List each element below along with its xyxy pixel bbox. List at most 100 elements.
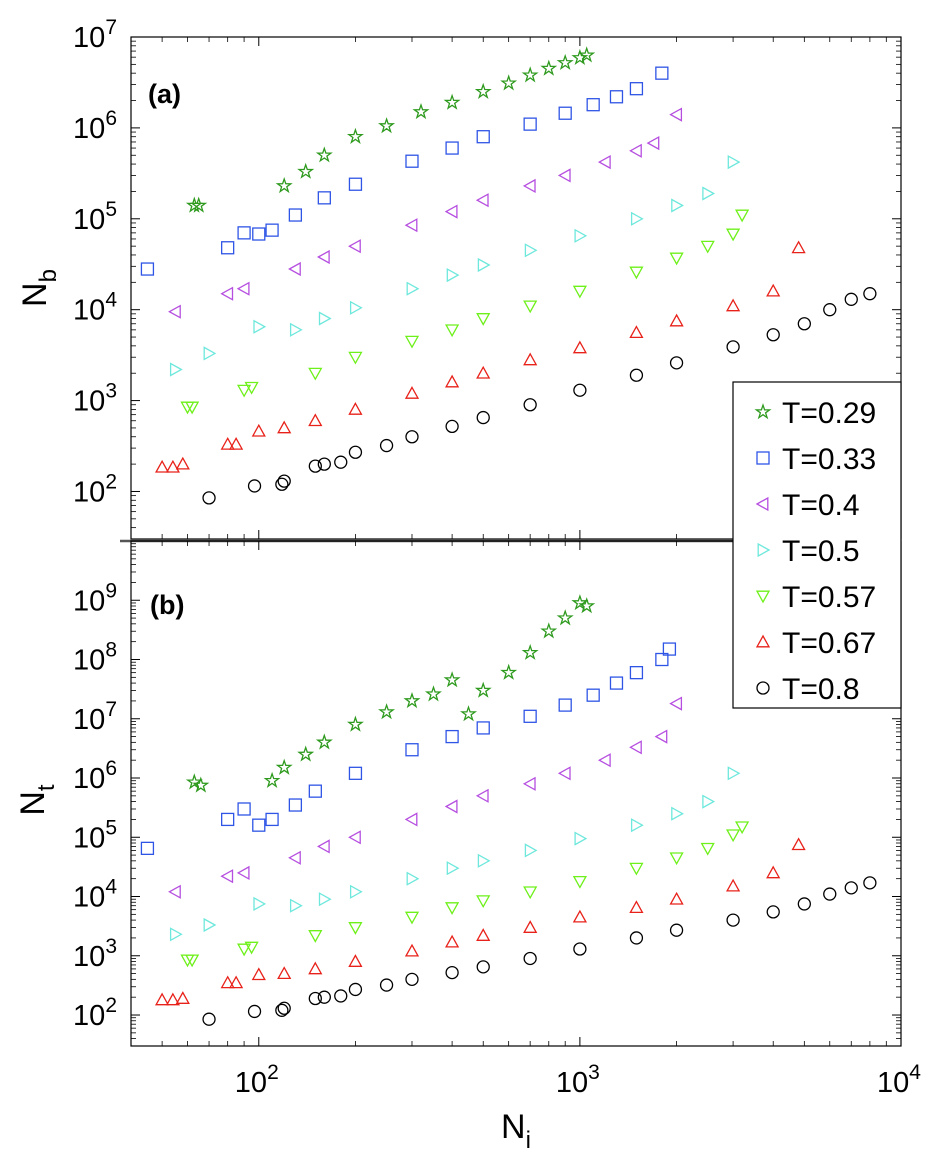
data-point-t-0-33 — [221, 812, 235, 827]
data-point-t-0-8 — [445, 419, 459, 434]
data-point-t-0-8 — [573, 942, 587, 956]
data-point-t-0-29 — [556, 609, 574, 626]
data-point-t-0-5 — [702, 186, 716, 201]
data-point-t-0-57 — [348, 351, 363, 365]
legend-marker-t-0-57 — [755, 590, 771, 604]
data-point-t-0-8 — [863, 876, 877, 890]
data-point-t-0-5 — [169, 927, 183, 942]
data-point-t-0-4 — [444, 799, 458, 814]
data-point-t-0-67 — [791, 837, 806, 851]
y-tick-label: 105 — [73, 816, 117, 854]
data-point-t-0-67 — [175, 456, 190, 470]
data-point-t-0-5 — [203, 346, 217, 361]
data-point-t-0-33 — [237, 802, 251, 816]
data-point-t-0-67 — [251, 423, 266, 437]
data-point-t-0-8 — [405, 430, 419, 444]
data-point-t-0-8 — [629, 931, 644, 945]
data-point-t-0-33 — [221, 241, 235, 255]
legend-label-t-0-33: T=0.33 — [782, 443, 876, 476]
data-point-t-0-29 — [412, 102, 430, 120]
panel-a-frame — [130, 36, 902, 540]
data-point-t-0-29 — [443, 93, 461, 110]
data-point-t-0-67 — [476, 365, 491, 379]
data-point-t-0-8 — [573, 383, 587, 397]
data-point-t-0-5 — [203, 917, 217, 933]
data-point-t-0-67 — [154, 459, 170, 473]
panel-a-label: (a) — [148, 79, 181, 109]
panel-a-markers — [140, 46, 877, 505]
data-point-t-0-33 — [523, 709, 537, 723]
data-point-t-0-8 — [523, 398, 537, 412]
data-point-t-0-29 — [443, 671, 461, 688]
data-point-t-0-29 — [185, 773, 203, 790]
data-point-t-0-67 — [669, 891, 684, 905]
data-point-t-0-5 — [446, 267, 460, 283]
data-point-t-0-5 — [630, 818, 644, 833]
data-point-t-0-67 — [220, 436, 235, 450]
data-point-t-0-57 — [725, 228, 741, 242]
x-tick-label: 103 — [556, 1061, 600, 1099]
data-point-t-0-67 — [175, 991, 190, 1004]
data-point-t-0-4 — [404, 218, 418, 233]
data-point-t-0-8 — [202, 1012, 216, 1026]
data-point-t-0-8 — [317, 457, 331, 471]
data-point-t-0-5 — [727, 154, 741, 170]
panel-b: 102 103 104 105 106 107 108 109 102 103 104 (b) N… — [14, 540, 921, 1154]
data-point-t-0-29 — [424, 685, 442, 702]
data-point-t-0-29 — [571, 594, 589, 611]
data-point-t-0-33 — [609, 676, 624, 690]
data-point-t-0-33 — [317, 191, 331, 205]
y-tick-label: 108 — [73, 639, 117, 677]
data-point-t-0-4 — [522, 776, 536, 791]
data-point-t-0-4 — [475, 193, 489, 208]
data-point-t-0-4 — [348, 830, 361, 845]
data-point-t-0-8 — [669, 356, 684, 370]
data-point-t-0-5 — [318, 892, 332, 907]
data-point-t-0-33 — [348, 177, 363, 191]
data-point-t-0-33 — [629, 82, 644, 96]
x-tick-label: 102 — [235, 1061, 279, 1099]
data-point-t-0-57 — [404, 911, 420, 925]
data-point-t-0-8 — [476, 960, 490, 974]
data-point-t-0-67 — [766, 283, 781, 297]
data-point-t-0-33 — [655, 66, 669, 80]
data-point-t-0-8 — [379, 438, 394, 453]
data-point-t-0-4 — [168, 884, 181, 899]
data-point-t-0-8 — [334, 455, 348, 469]
legend-label-t-0-4: T=0.4 — [782, 489, 860, 522]
y-tick-label: 106 — [73, 107, 117, 145]
data-point-t-0-29 — [500, 663, 518, 680]
data-point-t-0-33 — [476, 130, 490, 144]
data-point-t-0-8 — [405, 972, 419, 986]
data-point-t-0-5 — [289, 322, 303, 337]
data-point-t-0-8 — [726, 340, 740, 354]
data-point-t-0-67 — [572, 909, 588, 923]
data-point-t-0-57 — [725, 829, 741, 843]
data-point-t-0-8 — [247, 479, 262, 493]
data-point-t-0-57 — [669, 252, 684, 266]
data-point-t-0-29 — [275, 176, 293, 194]
data-point-t-0-67 — [165, 992, 181, 1006]
data-point-t-0-4 — [316, 249, 330, 265]
data-point-t-0-33 — [405, 154, 419, 168]
legend-label-t-0-57: T=0.57 — [782, 581, 876, 614]
data-point-t-0-5 — [446, 861, 460, 876]
data-point-t-0-29 — [297, 162, 315, 179]
data-point-t-0-5 — [289, 898, 303, 913]
data-point-t-0-4 — [629, 740, 642, 755]
data-point-t-0-57 — [700, 842, 715, 856]
data-point-t-0-33 — [265, 812, 279, 827]
data-point-t-0-8 — [863, 287, 877, 301]
data-point-t-0-5 — [671, 198, 684, 213]
data-point-t-0-5 — [253, 319, 267, 334]
data-point-t-0-5 — [253, 896, 267, 912]
data-point-t-0-57 — [572, 285, 588, 299]
data-point-t-0-8 — [247, 1004, 262, 1019]
data-point-t-0-57 — [308, 930, 323, 943]
data-point-t-0-33 — [288, 208, 303, 222]
legend-marker-t-0-5 — [757, 542, 771, 558]
data-point-t-0-67 — [572, 340, 588, 354]
data-point-t-0-67 — [725, 878, 741, 892]
data-point-t-0-29 — [315, 146, 333, 163]
data-point-t-0-8 — [476, 410, 490, 425]
